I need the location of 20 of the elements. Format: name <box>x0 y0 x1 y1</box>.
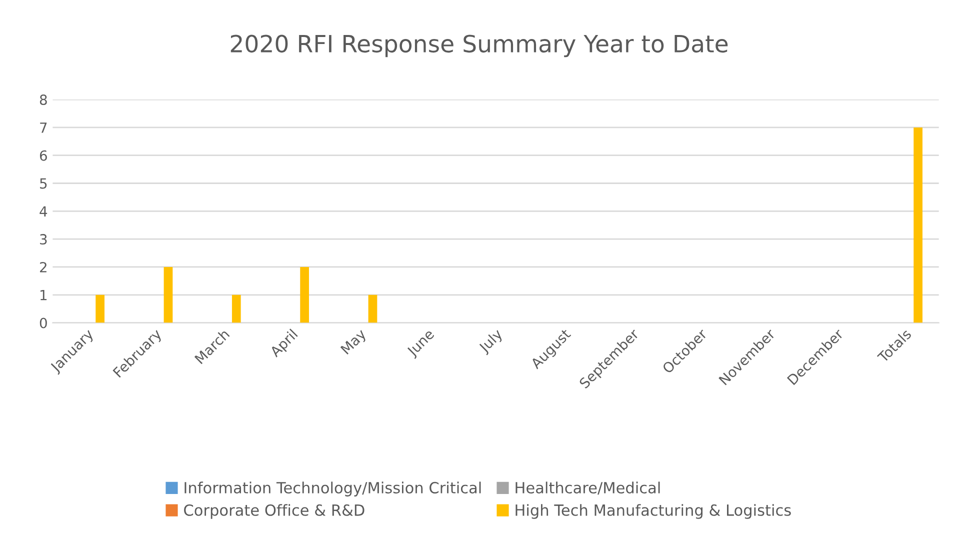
y-tick-label: 1 <box>40 290 47 300</box>
y-tick-label: 0 <box>40 318 47 328</box>
y-tick-label: 5 <box>40 178 47 189</box>
chart-title: 2020 RFI Response Summary Year to Date <box>230 34 728 58</box>
y-tick-label: 3 <box>40 234 47 245</box>
bar <box>232 294 241 323</box>
legend-label: Healthcare/Medical <box>516 482 660 495</box>
bar <box>914 127 922 323</box>
y-tick-label: 6 <box>40 150 47 161</box>
y-tick-label: 4 <box>40 206 48 216</box>
legend-label: Corporate Office & R&D <box>184 504 364 519</box>
bar <box>368 294 378 323</box>
bar <box>164 266 173 323</box>
legend-label: Information Technology/Mission Critical <box>184 482 481 496</box>
bar <box>300 266 309 323</box>
bar <box>96 294 104 323</box>
legend-label: High Tech Manufacturing & Logistics <box>516 504 791 519</box>
y-tick-label: 2 <box>40 262 46 272</box>
y-tick-label: 8 <box>40 94 47 106</box>
y-tick-label: 7 <box>40 122 47 133</box>
